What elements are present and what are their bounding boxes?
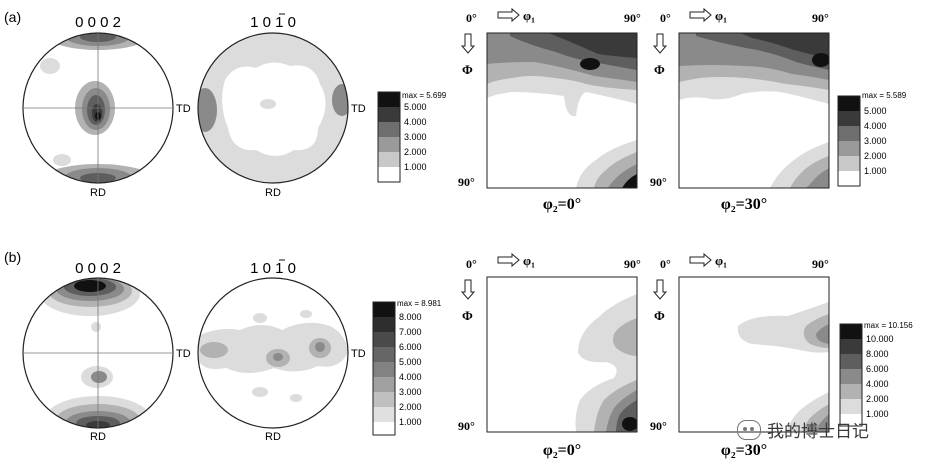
odf-legend-level-b-4: 2.000 [866, 394, 889, 404]
odf-ninety-top-b2: 90° [812, 257, 829, 271]
pf-1010-rd-b: RD [265, 431, 281, 443]
Phi-arrow-icon [652, 279, 668, 300]
odf-phi2-0-b: 0° 90° φ₁ Φ 90° φ₂=0° [458, 252, 641, 459]
Phi-arrow-icon [460, 33, 476, 54]
odf-contours-a2 [679, 33, 829, 188]
odf-legend-level-b-5: 1.000 [866, 409, 889, 419]
odf-contours-a1 [487, 33, 637, 188]
Phi-arrow-icon [460, 279, 476, 300]
wechat-logo-icon [737, 419, 761, 440]
Phi-arrow-icon [652, 33, 668, 54]
odf-phi2-30-a: 0° 90° φ₁ Φ 90° [650, 7, 830, 213]
pf-legend-max-b: max = 8.981 [397, 299, 442, 308]
pf-legend-level-a-4: 1.000 [404, 162, 427, 172]
pf-1010-td-b: TD [351, 348, 366, 360]
pf-legend-level-a-0: 5.000 [404, 102, 427, 112]
pf-legend-level-b-7: 1.000 [399, 417, 422, 427]
odf-phi1-label-a1: φ₁ [523, 8, 535, 23]
pf-1010-title-a: 1 0 1 0 [250, 14, 296, 31]
pf-legend-level-b-2: 6.000 [399, 342, 422, 352]
watermark: 我的博士日记 [737, 417, 869, 442]
odf-phi2-30-b: 0° 90° φ₁ Φ 90° φ₂=30° [650, 252, 830, 459]
pf-legend-level-a-3: 2.000 [404, 147, 427, 157]
pf-1010-rd-a: RD [265, 187, 281, 199]
pole-figure-1010-a: 1 0 1 0 RD TD [197, 13, 366, 199]
odf-legend-b: max = 10.156 10.000 8.000 6.000 4.000 2.… [839, 321, 913, 427]
pf-1010-title-b: 1 0 1 0 [250, 260, 296, 277]
odf-Phi-label-b2: Φ [654, 308, 665, 323]
odf-legend-level-b-2: 6.000 [866, 364, 889, 374]
phi1-arrow-icon [689, 7, 712, 23]
pf-legend-max-a: max = 5.699 [402, 91, 447, 100]
odf-phi1-label-b2: φ₁ [715, 253, 727, 268]
pf-1010-td-a: TD [351, 103, 366, 115]
odf-ninety-top-a2: 90° [812, 11, 829, 25]
odf-ninety-top-b1: 90° [624, 257, 641, 271]
odf-Phi-label-a2: Φ [654, 62, 665, 77]
odf-legend-level-a-3: 2.000 [864, 151, 887, 161]
pf-0002-rd-a: RD [90, 187, 106, 199]
pf-legend-level-b-0: 8.000 [399, 312, 422, 322]
pf-1010-contours-b [198, 278, 348, 428]
panel-a-label: (a) [4, 9, 21, 25]
phi1-arrow-icon [689, 252, 712, 268]
pole-figure-0002-a: 0 0 0 2 RD TD [22, 14, 191, 199]
odf-ninety-left-a1: 90° [458, 175, 475, 189]
odf-caption-b1: φ₂=0° [543, 442, 581, 459]
pf-legend-level-b-4: 4.000 [399, 372, 422, 382]
odf-caption-a1: φ₂=0° [543, 196, 581, 213]
odf-zero-top-a2: 0° [660, 11, 671, 25]
odf-legend-a: max = 5.589 5.000 4.000 3.000 2.000 1.00… [837, 91, 907, 187]
panel-b-label: (b) [4, 249, 21, 265]
odf-phi1-label-a2: φ₁ [715, 8, 727, 23]
odf-legend-max-a: max = 5.589 [862, 91, 907, 100]
odf-legend-level-a-2: 3.000 [864, 136, 887, 146]
odf-legend-level-a-4: 1.000 [864, 166, 887, 176]
odf-Phi-label-a1: Φ [462, 62, 473, 77]
panel-a: (a) 0 0 0 2 RD [4, 7, 907, 213]
pf-0002-rd-b: RD [90, 431, 106, 443]
odf-ninety-left-b1: 90° [458, 419, 475, 433]
pf-legend-level-a-1: 4.000 [404, 117, 427, 127]
odf-zero-top-b2: 0° [660, 257, 671, 271]
odf-Phi-label-b1: Φ [462, 308, 473, 323]
pf-1010-contours-a [198, 33, 348, 183]
odf-legend-level-a-0: 5.000 [864, 106, 887, 116]
pf-0002-title-b: 0 0 0 2 [75, 260, 121, 277]
pole-figure-1010-b: 1 0 1 0 RD TD [197, 259, 366, 443]
odf-legend-level-b-1: 8.000 [866, 349, 889, 359]
odf-contours-b2 [679, 277, 829, 432]
phi1-arrow-icon [497, 252, 520, 268]
pf-legend-level-a-2: 3.000 [404, 132, 427, 142]
pf-0002-title-a: 0 0 0 2 [75, 14, 121, 31]
odf-legend-level-b-3: 4.000 [866, 379, 889, 389]
pf-0002-td-a: TD [176, 103, 191, 115]
odf-caption-a2: φ₂=30° [721, 196, 767, 213]
odf-zero-top-b1: 0° [466, 257, 477, 271]
odf-ninety-left-a2: 90° [650, 175, 667, 189]
phi1-arrow-icon [497, 7, 520, 23]
pf-legend-level-b-3: 5.000 [399, 357, 422, 367]
odf-caption-b2: φ₂=30° [721, 442, 767, 459]
odf-legend-max-b: max = 10.156 [864, 321, 913, 330]
pf-legend-level-b-1: 7.000 [399, 327, 422, 337]
pf-legend-b: max = 8.981 8.000 7.000 6.000 5.000 4.00… [372, 299, 442, 436]
watermark-text: 我的博士日记 [767, 422, 869, 442]
odf-ninety-top-a1: 90° [624, 11, 641, 25]
pf-0002-td-b: TD [176, 348, 191, 360]
odf-contours-b1 [487, 277, 637, 432]
pf-legend-level-b-6: 2.000 [399, 402, 422, 412]
odf-phi2-0-a: 0° 90° φ₁ Φ 90° [458, 7, 641, 213]
odf-phi1-label-b1: φ₁ [523, 253, 535, 268]
pf-legend-a: max = 5.699 5.000 4.000 3.000 2.000 1.00… [377, 91, 447, 183]
odf-legend-level-b-0: 10.000 [866, 334, 894, 344]
pole-figure-0002-b: 0 0 0 2 RD TD [22, 260, 191, 443]
odf-legend-level-a-1: 4.000 [864, 121, 887, 131]
odf-ninety-left-b2: 90° [650, 419, 667, 433]
pf-legend-level-b-5: 3.000 [399, 387, 422, 397]
odf-zero-top-a1: 0° [466, 11, 477, 25]
